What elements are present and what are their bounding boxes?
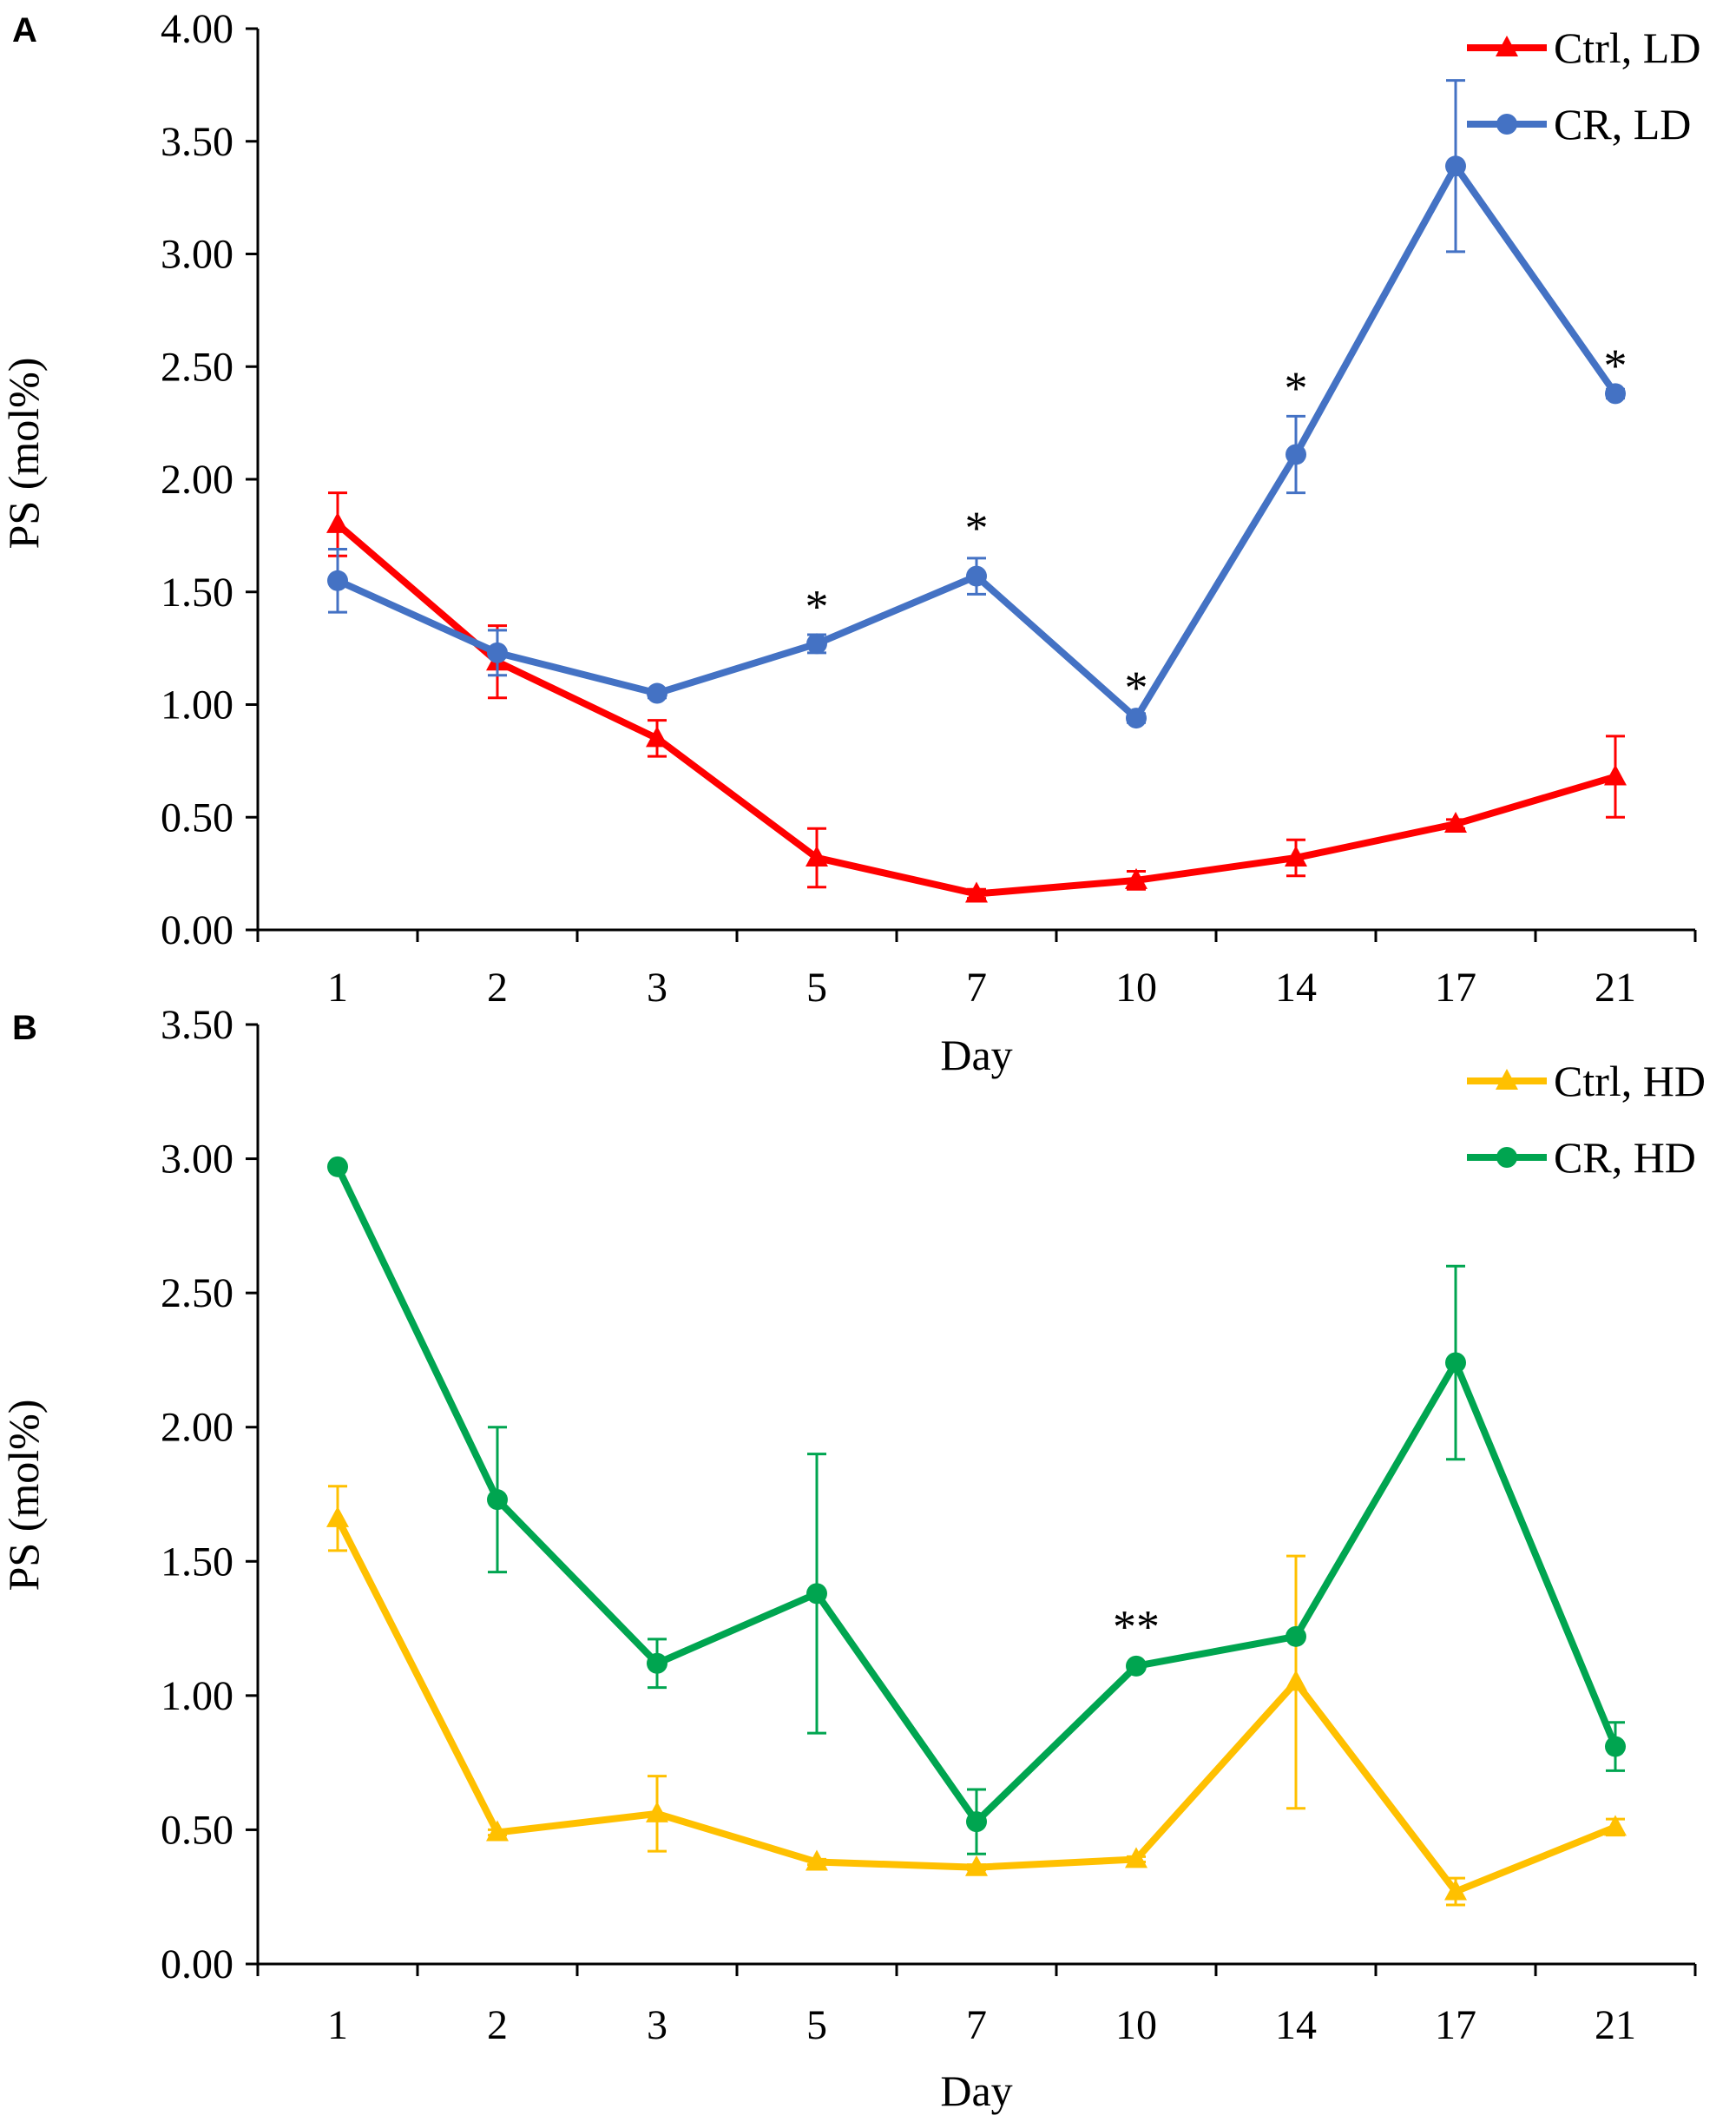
x-tick-label: 2	[487, 965, 508, 1011]
x-tick-label: 1	[327, 965, 348, 1011]
y-tick-label: 2.00	[161, 1405, 233, 1451]
y-tick-label: 3.50	[161, 1002, 233, 1048]
data-point	[1444, 1879, 1467, 1901]
y-tick-label: 3.00	[161, 232, 233, 278]
panel-a: A 0.00 0.50 1.00 1.50 2.00 2.50 3.00 3.50 4.00 1 2 3…	[0, 6, 1700, 1079]
x-tick-label: 14	[1275, 965, 1317, 1011]
x-tick-label: 3	[647, 2002, 667, 2048]
y-tick-label: 1.50	[161, 570, 233, 616]
x-tick-label: 5	[806, 965, 827, 1011]
y-tick-label: 0.50	[161, 1807, 233, 1853]
series-cr	[327, 79, 1626, 729]
panel-b: B 0.00 0.50 1.00 1.50 2.00 2.50 3.00 3.50 1 2 3 5 7 10…	[0, 1002, 1706, 2115]
y-axis-title: PS (mol%)	[0, 1400, 48, 1592]
x-tick-label: 1	[327, 2002, 348, 2048]
significance-marker: *	[1604, 339, 1628, 392]
x-tick-label: 5	[806, 2002, 827, 2048]
data-point	[326, 1506, 349, 1527]
data-point	[646, 1801, 668, 1822]
y-tick-label: 0.50	[161, 794, 233, 840]
x-tick-label: 21	[1595, 2002, 1636, 2048]
data-point	[965, 1855, 988, 1876]
x-tick-label: 2	[487, 2002, 508, 2048]
y-tick-label: 4.00	[161, 6, 233, 52]
data-point	[326, 511, 349, 533]
data-point	[1126, 1655, 1147, 1677]
x-tick-label: 17	[1435, 965, 1476, 1011]
y-tick-label: 3.00	[161, 1137, 233, 1183]
series-ctrl	[326, 491, 1627, 903]
x-tick-label: 10	[1115, 965, 1157, 1011]
x-tick-label: 7	[966, 2002, 987, 2048]
legend-label: CR, HD	[1554, 1133, 1696, 1182]
series-line	[334, 1163, 1619, 1826]
data-point	[1444, 812, 1467, 834]
y-tick-label: 1.00	[161, 682, 233, 728]
x-tick-label: 17	[1435, 2002, 1476, 2048]
data-point	[1286, 444, 1306, 465]
x-tick-label: 10	[1115, 2002, 1157, 2048]
data-point	[1604, 764, 1627, 786]
legend-swatch-marker	[1496, 1069, 1518, 1090]
y-tick-label: 1.00	[161, 1673, 233, 1719]
legend-swatch-marker	[1496, 114, 1517, 135]
series-cr	[327, 1156, 1626, 1855]
data-point	[1445, 155, 1466, 177]
series-ctrl	[326, 1485, 1627, 1907]
data-point	[806, 1849, 828, 1871]
data-point	[965, 881, 988, 903]
data-point	[966, 565, 987, 587]
legend-label: Ctrl, LD	[1554, 23, 1700, 72]
data-point	[487, 1489, 508, 1511]
legend-label: Ctrl, HD	[1554, 1057, 1706, 1105]
data-point	[1605, 383, 1626, 405]
panel-label: B	[12, 1009, 37, 1047]
legend-swatch-marker	[1496, 1147, 1517, 1168]
y-tick-label: 2.00	[161, 457, 233, 503]
data-point	[1125, 867, 1147, 889]
data-point	[647, 682, 667, 704]
significance-marker: *	[806, 581, 829, 633]
significance-marker: *	[965, 502, 989, 554]
legend-swatch-marker	[1496, 36, 1518, 56]
x-axis-title: Day	[940, 1031, 1012, 1079]
series-line	[334, 162, 1619, 722]
x-tick-label: 3	[647, 965, 667, 1011]
x-tick-label: 7	[966, 965, 987, 1011]
x-axis-title: Day	[940, 2066, 1012, 2115]
data-point	[487, 642, 508, 663]
y-tick-label: 2.50	[161, 1270, 233, 1316]
data-point	[327, 1156, 348, 1177]
significance-marker: *	[1285, 362, 1308, 414]
y-tick-label: 0.00	[161, 907, 233, 953]
data-point	[1445, 1352, 1466, 1374]
data-point	[806, 845, 828, 867]
data-point	[966, 1811, 987, 1833]
x-tick-label: 21	[1595, 965, 1636, 1011]
data-point	[1285, 1670, 1307, 1691]
panel-label: A	[12, 11, 37, 49]
significance-marker: *	[1125, 662, 1148, 714]
data-point	[806, 1583, 827, 1605]
y-axis-title: PS (mol%)	[0, 358, 48, 550]
y-tick-label: 3.50	[161, 119, 233, 165]
y-tick-label: 1.50	[161, 1539, 233, 1585]
significance-marker: **	[1113, 1600, 1160, 1652]
data-point	[1125, 1847, 1147, 1868]
legend-label: CR, LD	[1554, 100, 1691, 148]
data-point	[1126, 708, 1147, 729]
data-point	[1604, 1815, 1627, 1836]
data-point	[327, 570, 348, 591]
data-point	[1605, 1736, 1626, 1757]
y-tick-label: 2.50	[161, 344, 233, 390]
data-point	[646, 726, 668, 748]
data-point	[806, 633, 827, 655]
y-tick-label: 0.00	[161, 1941, 233, 1987]
data-point	[1286, 1625, 1306, 1647]
data-point	[486, 1820, 509, 1842]
x-tick-label: 14	[1275, 2002, 1317, 2048]
data-point	[647, 1652, 667, 1674]
data-point	[1285, 845, 1307, 867]
